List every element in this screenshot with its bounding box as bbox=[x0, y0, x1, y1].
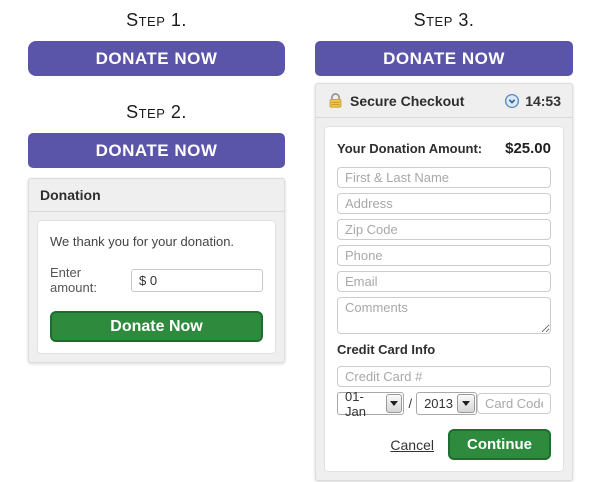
secure-checkout-header: Secure Checkout 14:53 bbox=[316, 84, 572, 118]
donate-now-submit-button[interactable]: Donate Now bbox=[50, 311, 263, 342]
expiry-year-select[interactable]: 2013 bbox=[416, 392, 477, 415]
clock-icon bbox=[504, 93, 520, 109]
expiry-month-select[interactable]: 01-Jan bbox=[337, 389, 405, 419]
comments-textarea[interactable] bbox=[337, 297, 551, 334]
enter-amount-row: Enter amount: bbox=[50, 265, 263, 295]
credit-card-number-input[interactable] bbox=[337, 366, 551, 387]
secure-checkout-panel: Secure Checkout 14:53 Your Donation Amou… bbox=[315, 83, 573, 481]
card-code-input[interactable] bbox=[477, 393, 551, 414]
zip-code-input[interactable] bbox=[337, 219, 551, 240]
thanks-text: We thank you for your donation. bbox=[50, 234, 235, 249]
step2-donate-now-button[interactable]: DONATE NOW bbox=[28, 133, 285, 168]
donation-amount-row: Your Donation Amount: $25.00 bbox=[337, 140, 551, 157]
donation-panel: Donation We thank you for your donation.… bbox=[28, 178, 285, 363]
credit-card-info-title: Credit Card Info bbox=[337, 342, 436, 357]
address-input[interactable] bbox=[337, 193, 551, 214]
name-input[interactable] bbox=[337, 167, 551, 188]
donation-panel-header: Donation bbox=[29, 179, 284, 212]
step1-heading: Step 1. bbox=[126, 10, 187, 30]
donation-amount-value: $25.00 bbox=[505, 140, 551, 157]
card-expiry-row: 01-Jan / 2013 bbox=[337, 389, 551, 419]
phone-input[interactable] bbox=[337, 245, 551, 266]
secure-checkout-title: Secure Checkout bbox=[350, 92, 465, 109]
year-dropdown-button[interactable] bbox=[457, 394, 475, 413]
month-dropdown-button[interactable] bbox=[385, 394, 403, 413]
step3-heading: Step 3. bbox=[413, 10, 475, 30]
amount-input[interactable] bbox=[131, 268, 263, 292]
email-input[interactable] bbox=[337, 271, 551, 292]
continue-button[interactable]: Continue bbox=[448, 429, 551, 460]
checkout-form-box: Your Donation Amount: $25.00 Credit Card… bbox=[324, 126, 564, 472]
countdown-timer: 14:53 bbox=[525, 92, 561, 109]
chevron-down-icon bbox=[462, 401, 470, 406]
expiry-separator: / bbox=[408, 396, 413, 411]
column-steps-1-2: Step 1. DONATE NOW Step 2. DONATE NOW Do… bbox=[28, 6, 285, 481]
donation-panel-title: Donation bbox=[40, 187, 101, 203]
step3-donate-now-button[interactable]: DONATE NOW bbox=[315, 41, 573, 76]
donation-amount-label: Your Donation Amount: bbox=[337, 141, 483, 156]
enter-amount-label: Enter amount: bbox=[50, 265, 97, 295]
step1-donate-now-button[interactable]: DONATE NOW bbox=[28, 41, 285, 76]
step2-heading: Step 2. bbox=[126, 102, 187, 122]
cancel-link[interactable]: Cancel bbox=[390, 436, 434, 453]
chevron-down-icon bbox=[390, 401, 399, 406]
lock-icon bbox=[327, 92, 344, 109]
donation-form-box: We thank you for your donation. Enter am… bbox=[37, 220, 276, 354]
expiry-year-value: 2013 bbox=[424, 396, 453, 411]
column-step-3: Step 3. DONATE NOW Secure Checkout bbox=[315, 6, 573, 481]
checkout-footer: Cancel Continue bbox=[337, 429, 551, 460]
expiry-month-value: 01-Jan bbox=[345, 388, 366, 419]
